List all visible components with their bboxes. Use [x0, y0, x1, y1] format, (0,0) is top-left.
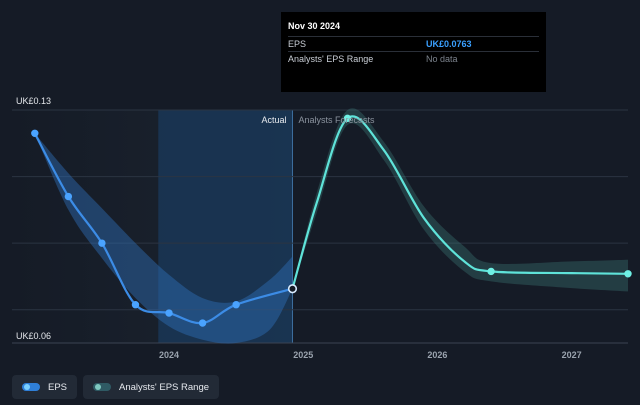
- eps-range-band: [34, 133, 293, 344]
- tooltip-range-label: Analysts' EPS Range: [288, 54, 374, 64]
- legend-eps-button[interactable]: EPS: [12, 375, 78, 399]
- legend-range-button[interactable]: Analysts' EPS Range: [83, 375, 220, 399]
- tooltip-range-value: No data: [426, 54, 458, 64]
- tooltip-eps-value: UK£0.0763: [426, 39, 472, 49]
- y-tick-label: UK£0.06: [16, 331, 51, 341]
- y-tick-label: UK£0.13: [16, 96, 51, 106]
- eps-data-point: [287, 284, 298, 294]
- forecast-line: [291, 115, 630, 290]
- eps-data-point: [198, 319, 207, 327]
- legend-range-label: Analysts' EPS Range: [119, 381, 210, 393]
- eps-data-point: [232, 301, 240, 309]
- highlight-region: [158, 110, 293, 343]
- x-tick-label: 2024: [159, 350, 179, 360]
- tooltip-row-eps: EPS UK£0.0763: [288, 36, 539, 51]
- forecast-data-point: [624, 270, 632, 278]
- tooltip-date: Nov 30 2024: [288, 21, 341, 31]
- x-tick-label: 2025: [293, 350, 313, 360]
- forecast-section-label: Analysts Forecasts: [298, 115, 375, 125]
- hover-tooltip: Nov 30 2024 EPS UK£0.0763 Analysts' EPS …: [281, 12, 546, 92]
- eps-data-point: [131, 301, 140, 309]
- x-tick-label: 2026: [427, 350, 447, 360]
- forecast-range-band: [292, 108, 628, 292]
- eps-data-point: [64, 192, 73, 201]
- tooltip-row-range: Analysts' EPS Range No data: [288, 51, 539, 66]
- legend-eps-label: EPS: [48, 381, 68, 393]
- actual-section-label: Actual: [261, 115, 286, 125]
- eps-data-point: [31, 129, 39, 138]
- tooltip-eps-label: EPS: [288, 39, 307, 49]
- forecast-data-point: [487, 267, 495, 276]
- forecast-data-point: [343, 114, 352, 123]
- range-swatch-icon: [93, 383, 112, 391]
- eps-data-point: [165, 309, 173, 317]
- eps-swatch-icon: [22, 383, 40, 391]
- x-tick-label: 2027: [562, 350, 582, 360]
- eps-data-point: [98, 239, 106, 247]
- chart-legend: EPS Analysts' EPS Range: [12, 375, 220, 399]
